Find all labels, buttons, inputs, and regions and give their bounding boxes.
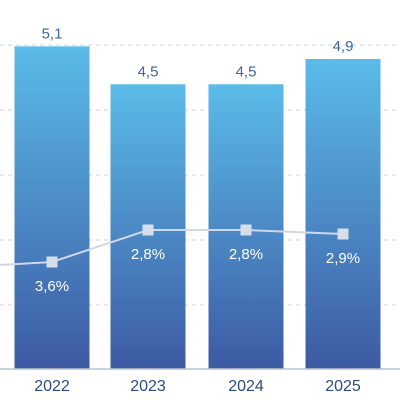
bar-value-label: 5,1 [42, 25, 63, 42]
bar-2025 [305, 58, 381, 369]
percent-line [0, 224, 349, 268]
percent-value-label: 2,9% [326, 250, 360, 267]
bar-value-label: 4,5 [138, 63, 159, 80]
percent-marker-2024 [240, 224, 252, 236]
bar-value-label: 4,9 [333, 38, 354, 55]
x-tick-2023: 2023 [130, 378, 166, 395]
x-tick-labels: 2022 2023 2024 2025 [34, 378, 361, 395]
x-tick-2025: 2025 [325, 378, 361, 395]
percent-value-label: 2,8% [131, 246, 165, 263]
percent-value-label: 3,6% [35, 278, 69, 295]
bar-value-label: 4,5 [236, 63, 257, 80]
percent-value-label: 2,8% [229, 246, 263, 263]
labels: 5,1 4,5 4,5 4,9 3,6% 2,8% 2,8% 2,9% [35, 25, 360, 295]
percent-marker-2022 [46, 256, 58, 268]
x-tick-2024: 2024 [228, 378, 264, 395]
percent-marker-2023 [142, 224, 154, 236]
bars [14, 46, 381, 370]
bar-2022 [14, 46, 90, 369]
x-tick-2022: 2022 [34, 378, 70, 395]
percent-marker-2025 [337, 228, 349, 240]
